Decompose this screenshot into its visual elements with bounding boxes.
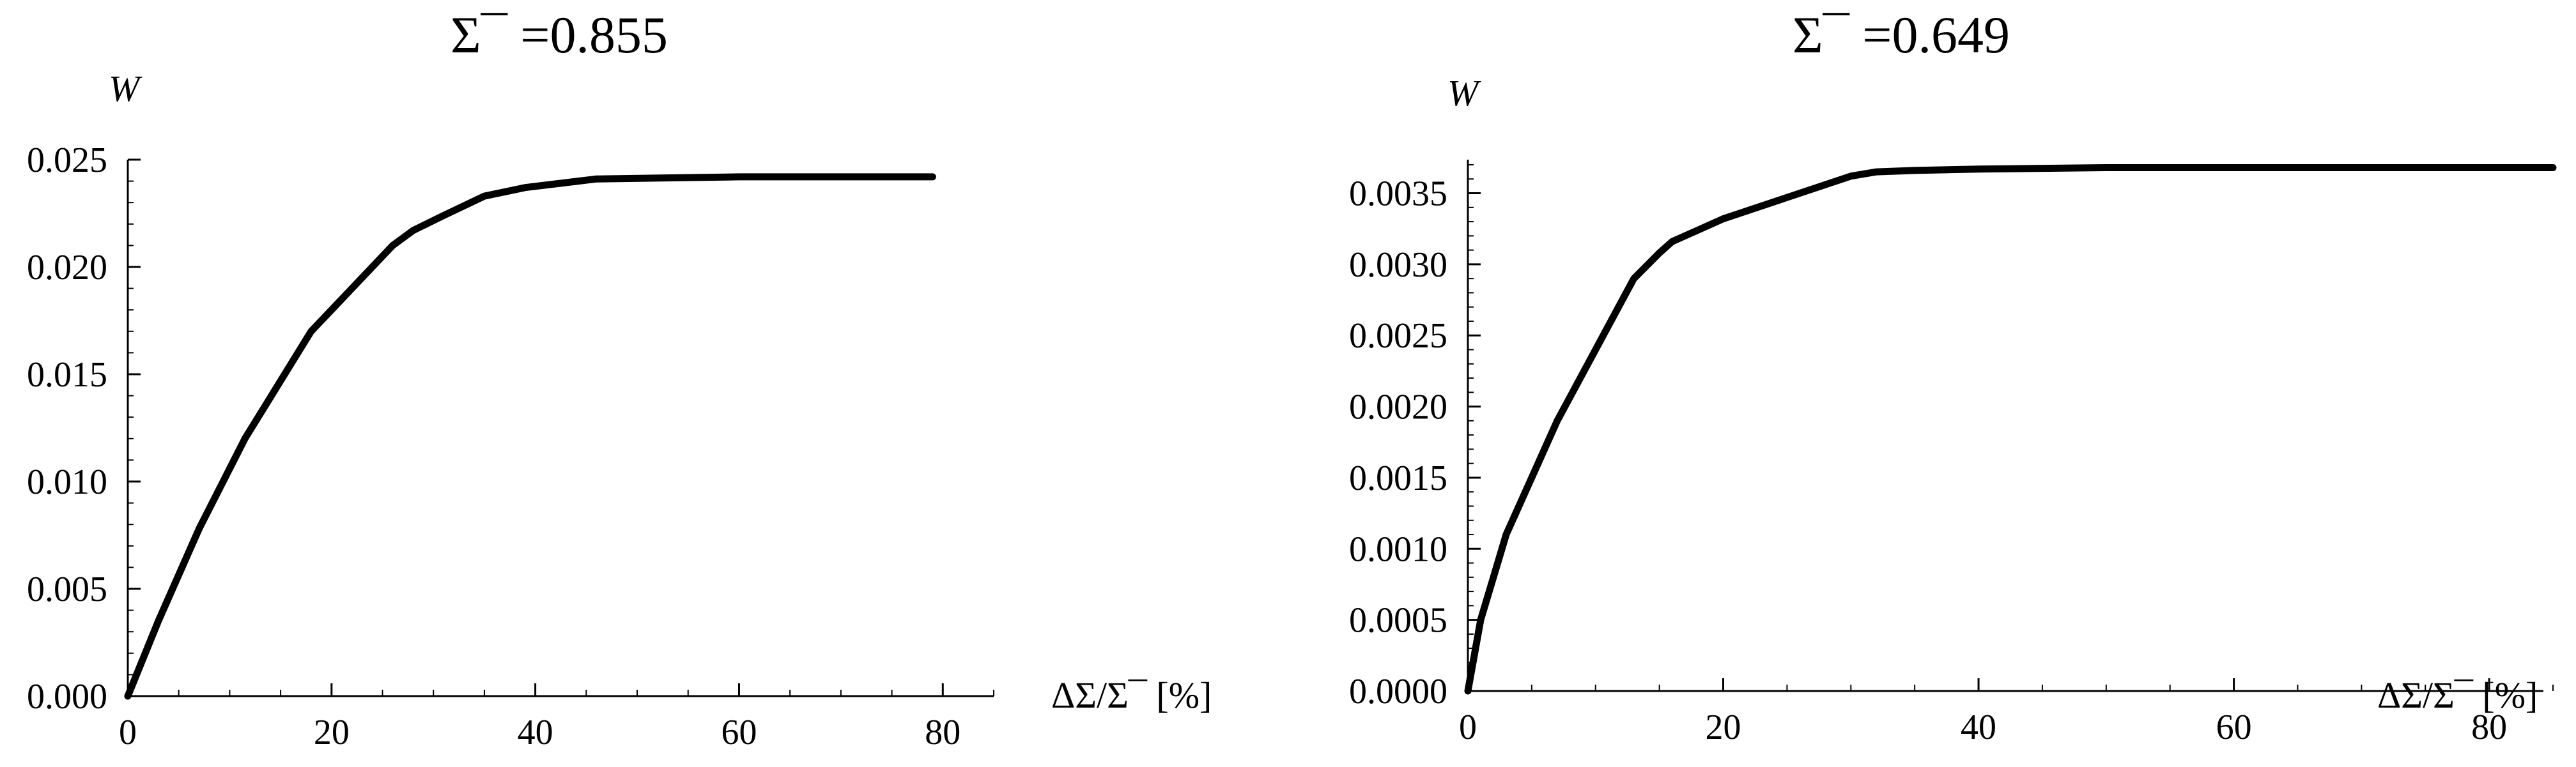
x-tick-label: 0 — [1459, 708, 1477, 747]
plot-area: 0 20 40 60 80 0.0000 0.0005 0.0010 0.0015 0.0020 0… — [1349, 160, 2557, 747]
x-tick-label: 40 — [1961, 708, 1996, 747]
chart-title: Σ¯ =0.649 — [1793, 6, 2010, 64]
x-axis-label: ΔΣ/Σ¯ [%] — [1051, 674, 1212, 716]
chart-sigma-0855: Σ¯ =0.855 W ΔΣ/Σ¯ [%] 0 20 40 60 80 0.000 0.00… — [27, 6, 1212, 752]
y-tick-label: 0.0000 — [1349, 672, 1447, 711]
x-tick-label: 0 — [119, 713, 137, 752]
y-tick-label: 0.020 — [27, 248, 107, 287]
chart-sigma-0649: Σ¯ =0.649 W ΔΣ/Σ¯ [%] 0 20 40 60 80 0.0000 0.0… — [1349, 6, 2557, 747]
y-tick-label: 0.015 — [27, 355, 107, 395]
x-tick-label: 20 — [1706, 708, 1741, 747]
y-axis-label: W — [1447, 72, 1481, 114]
x-tick-label: 20 — [314, 713, 350, 752]
y-axis-label: W — [109, 68, 143, 109]
y-tick-label: 0.0015 — [1349, 459, 1447, 498]
plot-area: 0 20 40 60 80 0.000 0.005 0.010 0.015 0.020 0.025 — [27, 140, 994, 752]
x-tick-label: 60 — [721, 713, 757, 752]
y-tick-label: 0.0010 — [1349, 529, 1447, 569]
x-axis-label: ΔΣ/Σ¯ [%] — [2377, 674, 2538, 716]
series-line — [124, 173, 936, 700]
y-tick-label: 0.0025 — [1349, 316, 1447, 356]
y-tick-label: 0.0030 — [1349, 245, 1447, 285]
y-tick-label: 0.025 — [27, 140, 107, 180]
y-tick-label: 0.010 — [27, 462, 107, 502]
y-tick-label: 0.000 — [27, 677, 107, 717]
y-tick-label: 0.0035 — [1349, 174, 1447, 214]
y-tick-label: 0.0005 — [1349, 601, 1447, 641]
x-tick-label: 80 — [2471, 708, 2507, 747]
y-tick-label: 0.0020 — [1349, 388, 1447, 427]
x-tick-label: 60 — [2216, 708, 2252, 747]
series-line — [1464, 164, 2557, 695]
y-tick-label: 0.005 — [27, 570, 107, 609]
chart-title: Σ¯ =0.855 — [451, 6, 668, 64]
x-tick-label: 80 — [925, 713, 960, 752]
x-tick-label: 40 — [518, 713, 553, 752]
